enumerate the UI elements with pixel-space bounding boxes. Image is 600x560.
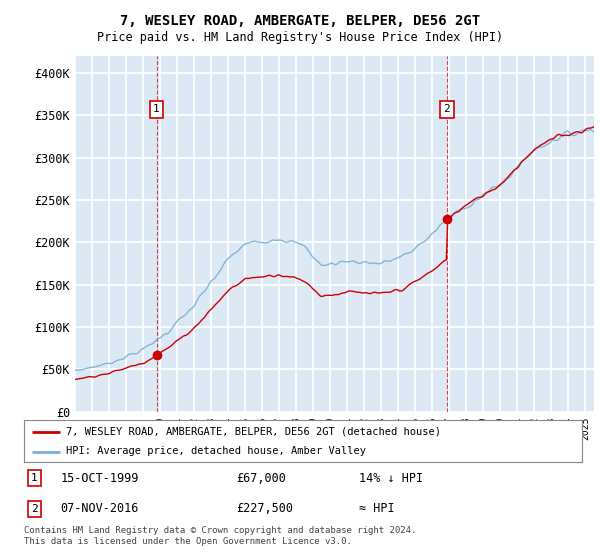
- Text: £227,500: £227,500: [236, 502, 293, 515]
- Text: 7, WESLEY ROAD, AMBERGATE, BELPER, DE56 2GT: 7, WESLEY ROAD, AMBERGATE, BELPER, DE56 …: [120, 14, 480, 28]
- Text: 1: 1: [31, 473, 37, 483]
- Text: 14% ↓ HPI: 14% ↓ HPI: [359, 472, 423, 485]
- Text: 07-NOV-2016: 07-NOV-2016: [60, 502, 139, 515]
- Text: 7, WESLEY ROAD, AMBERGATE, BELPER, DE56 2GT (detached house): 7, WESLEY ROAD, AMBERGATE, BELPER, DE56 …: [66, 427, 441, 437]
- Text: 15-OCT-1999: 15-OCT-1999: [60, 472, 139, 485]
- Text: Contains HM Land Registry data © Crown copyright and database right 2024.
This d: Contains HM Land Registry data © Crown c…: [24, 526, 416, 546]
- Text: 2: 2: [31, 504, 37, 514]
- Text: 2: 2: [443, 104, 450, 114]
- Text: £67,000: £67,000: [236, 472, 286, 485]
- Text: Price paid vs. HM Land Registry's House Price Index (HPI): Price paid vs. HM Land Registry's House …: [97, 31, 503, 44]
- Text: ≈ HPI: ≈ HPI: [359, 502, 394, 515]
- Text: HPI: Average price, detached house, Amber Valley: HPI: Average price, detached house, Ambe…: [66, 446, 366, 456]
- Text: 1: 1: [153, 104, 160, 114]
